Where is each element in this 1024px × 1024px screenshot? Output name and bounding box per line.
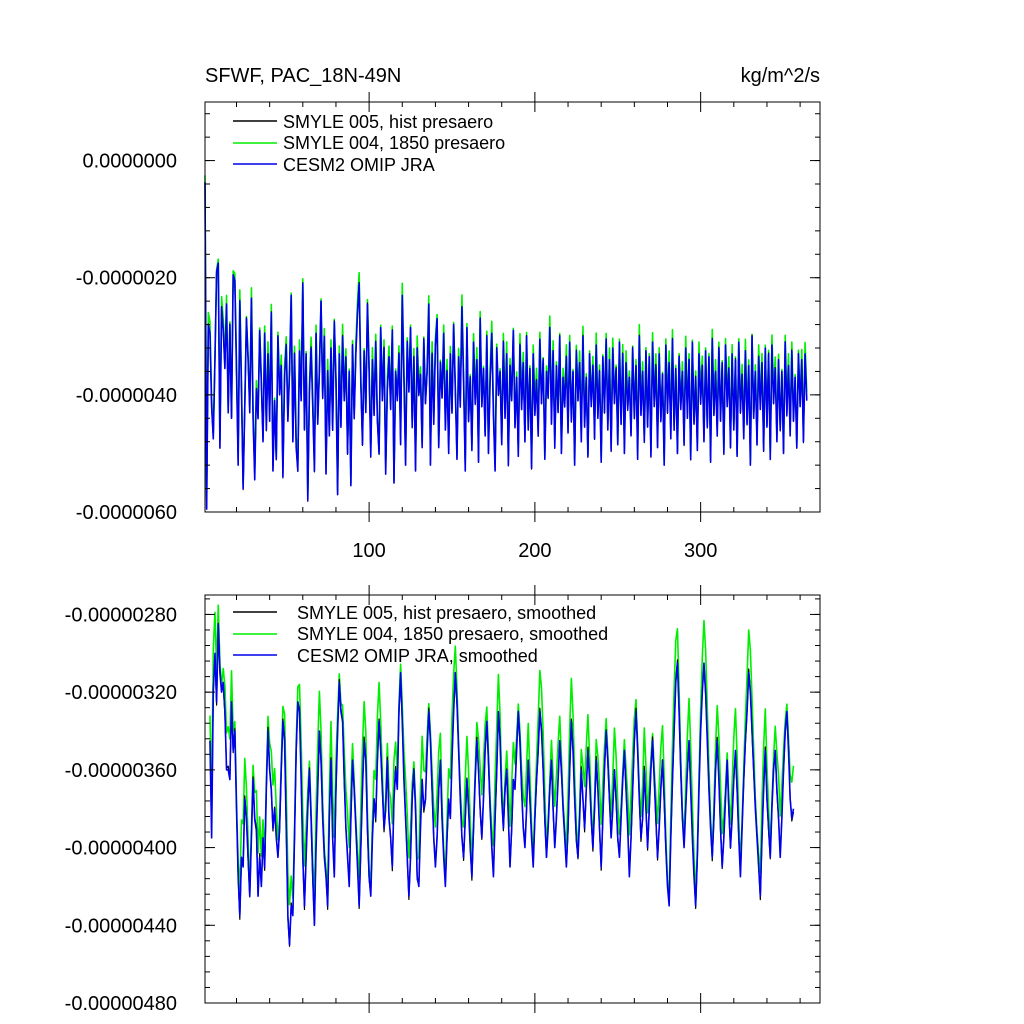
x-tick-label: 200 — [518, 540, 551, 562]
plot-frame — [204, 594, 821, 1004]
plot-frame — [204, 101, 821, 513]
legend: SMYLE 005, hist presaero SMYLE 004, 1850… — [233, 112, 505, 175]
y-tick-label: 0.0000000 — [82, 151, 177, 173]
y-tick-label: -0.0000060 — [76, 502, 177, 524]
x-tick-label: 100 — [352, 540, 385, 562]
y-tick-label: -0.00000480 — [65, 993, 177, 1015]
legend-label-smyle005: SMYLE 005, hist presaero, smoothed — [297, 603, 596, 623]
y-tick-label: -0.00000360 — [65, 760, 177, 782]
y-tick-label: -0.00000400 — [65, 838, 177, 860]
legend-label-omip: CESM2 OMIP JRA, smoothed — [297, 646, 538, 666]
y-tick-label: -0.0000020 — [76, 268, 177, 290]
series-line-omip — [209, 623, 795, 946]
legend-label-smyle004: SMYLE 004, 1850 presaero, smoothed — [297, 624, 608, 644]
plot-title: SFWF, PAC_18N-49N — [205, 65, 401, 87]
y-tick-label: -0.00000440 — [65, 915, 177, 937]
bottom-plot-panel: -0.00000280 -0.00000320 -0.00000360 -0.0000… — [65, 585, 821, 1015]
y-tick-label: -0.00000280 — [65, 604, 177, 626]
units-label: kg/m^2/s — [741, 65, 820, 87]
legend: SMYLE 005, hist presaero, smoothed SMYLE… — [233, 603, 608, 666]
legend-label-omip: CESM2 OMIP JRA — [283, 155, 435, 175]
top-plot-panel: SFWF, PAC_18N-49N kg/m^2/s 0.0000000 -0.0… — [76, 65, 821, 562]
legend-label-smyle005: SMYLE 005, hist presaero — [283, 112, 493, 132]
x-tick-label: 300 — [684, 540, 717, 562]
y-tick-label: -0.00000320 — [65, 682, 177, 704]
legend-label-smyle004: SMYLE 004, 1850 presaero — [283, 133, 505, 153]
series-line-omip — [204, 182, 808, 510]
y-tick-label: -0.0000040 — [76, 385, 177, 407]
